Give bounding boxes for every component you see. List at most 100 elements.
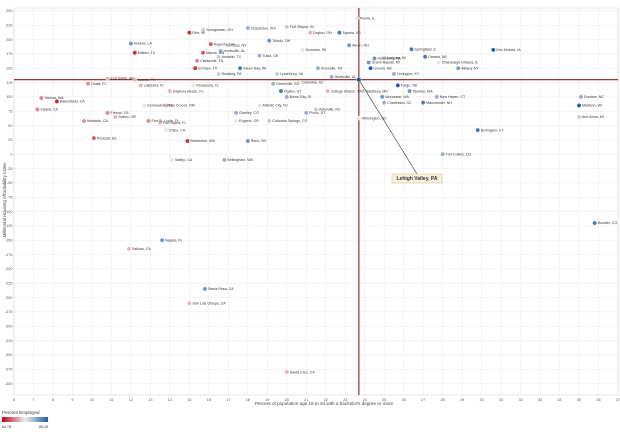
data-point[interactable] [300, 47, 305, 53]
data-point[interactable] [440, 151, 445, 157]
data-point[interactable] [379, 94, 385, 100]
data-point[interactable] [39, 95, 44, 101]
data-point[interactable] [142, 103, 147, 108]
data-point[interactable] [167, 88, 173, 94]
data-point-label: Burlington, VT [481, 128, 505, 132]
data-point[interactable] [307, 30, 313, 35]
data-point[interactable] [245, 138, 251, 144]
y-tick-label: -375 [5, 368, 13, 372]
data-point[interactable] [245, 25, 251, 31]
data-point-label: Lincoln, NE [374, 66, 393, 70]
data-point[interactable] [128, 41, 134, 46]
data-point[interactable] [270, 81, 276, 86]
data-point[interactable] [192, 65, 198, 71]
data-point[interactable] [395, 83, 401, 88]
data-point[interactable] [216, 54, 221, 59]
data-point[interactable] [284, 369, 290, 375]
data-point[interactable] [325, 88, 330, 94]
data-point[interactable] [420, 100, 426, 105]
data-point-label: Bremerton, WA [190, 139, 215, 143]
data-point-label: Huntsville, AL [335, 75, 357, 79]
data-point[interactable] [226, 43, 231, 48]
data-point[interactable] [436, 60, 441, 65]
data-point[interactable] [187, 301, 192, 306]
data-point[interactable] [35, 107, 40, 112]
data-point[interactable] [185, 138, 190, 144]
data-point[interactable] [169, 157, 175, 163]
data-point[interactable] [491, 47, 496, 53]
data-point[interactable] [356, 115, 362, 121]
y-tick-label: -75 [7, 196, 13, 200]
data-point[interactable] [163, 103, 169, 108]
data-point[interactable] [346, 43, 352, 48]
annotation-label: Lehigh Valley, PA [397, 176, 438, 182]
data-point[interactable] [368, 65, 373, 71]
data-point[interactable] [233, 110, 239, 116]
data-point[interactable] [218, 48, 223, 54]
data-point[interactable] [138, 83, 143, 88]
data-point[interactable] [237, 65, 243, 71]
data-point[interactable] [163, 127, 169, 133]
data-point[interactable] [315, 65, 321, 71]
data-point[interactable] [313, 107, 319, 112]
data-point[interactable] [200, 27, 206, 33]
data-point[interactable] [266, 38, 272, 43]
data-point[interactable] [381, 100, 387, 105]
data-point[interactable] [366, 60, 371, 65]
data-point[interactable] [85, 81, 91, 86]
data-point[interactable] [146, 118, 151, 124]
data-point[interactable] [191, 83, 196, 88]
annotated-point[interactable] [356, 77, 362, 83]
data-point[interactable] [576, 114, 582, 120]
x-tick-label: 36 [596, 398, 600, 402]
data-point[interactable] [434, 94, 440, 100]
data-point[interactable] [422, 54, 428, 59]
data-point[interactable] [455, 65, 461, 71]
data-point-label: Harrisburg, PA [377, 57, 401, 61]
data-point[interactable] [337, 30, 342, 35]
data-point[interactable] [216, 71, 221, 77]
data-point[interactable] [576, 103, 582, 108]
data-point[interactable] [407, 88, 412, 94]
data-point[interactable] [360, 88, 366, 94]
data-point[interactable] [54, 99, 60, 104]
data-point[interactable] [81, 118, 87, 124]
data-point[interactable] [91, 135, 97, 141]
data-point[interactable] [202, 286, 208, 292]
x-tick-label: 18 [246, 398, 250, 402]
data-point[interactable] [304, 110, 309, 116]
data-point[interactable] [194, 58, 200, 63]
data-point[interactable] [132, 77, 138, 82]
data-point[interactable] [105, 110, 110, 116]
data-point[interactable] [257, 53, 262, 58]
data-point[interactable] [381, 55, 387, 61]
data-point[interactable] [284, 94, 290, 100]
data-point-label: Boulder, CO [598, 221, 618, 225]
data-point[interactable] [278, 88, 284, 94]
data-point[interactable] [409, 47, 414, 52]
data-point[interactable] [578, 94, 584, 100]
data-point[interactable] [296, 80, 301, 85]
data-point[interactable] [266, 118, 272, 124]
data-point[interactable] [284, 24, 290, 30]
data-point[interactable] [592, 220, 597, 226]
data-point[interactable] [208, 41, 214, 47]
data-point[interactable] [113, 114, 118, 120]
data-point[interactable] [126, 246, 132, 252]
data-point[interactable] [475, 127, 480, 133]
data-point[interactable] [222, 157, 227, 163]
data-point-label: Naples, FL [165, 238, 182, 242]
data-point[interactable] [187, 30, 192, 35]
data-point[interactable] [200, 50, 206, 55]
data-point[interactable] [157, 120, 163, 125]
data-point[interactable] [105, 76, 110, 81]
data-point[interactable] [257, 103, 262, 108]
data-point[interactable] [391, 71, 397, 77]
data-point[interactable] [233, 118, 239, 124]
data-point[interactable] [159, 237, 165, 243]
data-point[interactable] [372, 56, 377, 61]
data-point[interactable] [274, 71, 280, 77]
data-point[interactable] [132, 50, 138, 55]
data-point[interactable] [329, 74, 334, 80]
data-point[interactable] [354, 16, 360, 21]
